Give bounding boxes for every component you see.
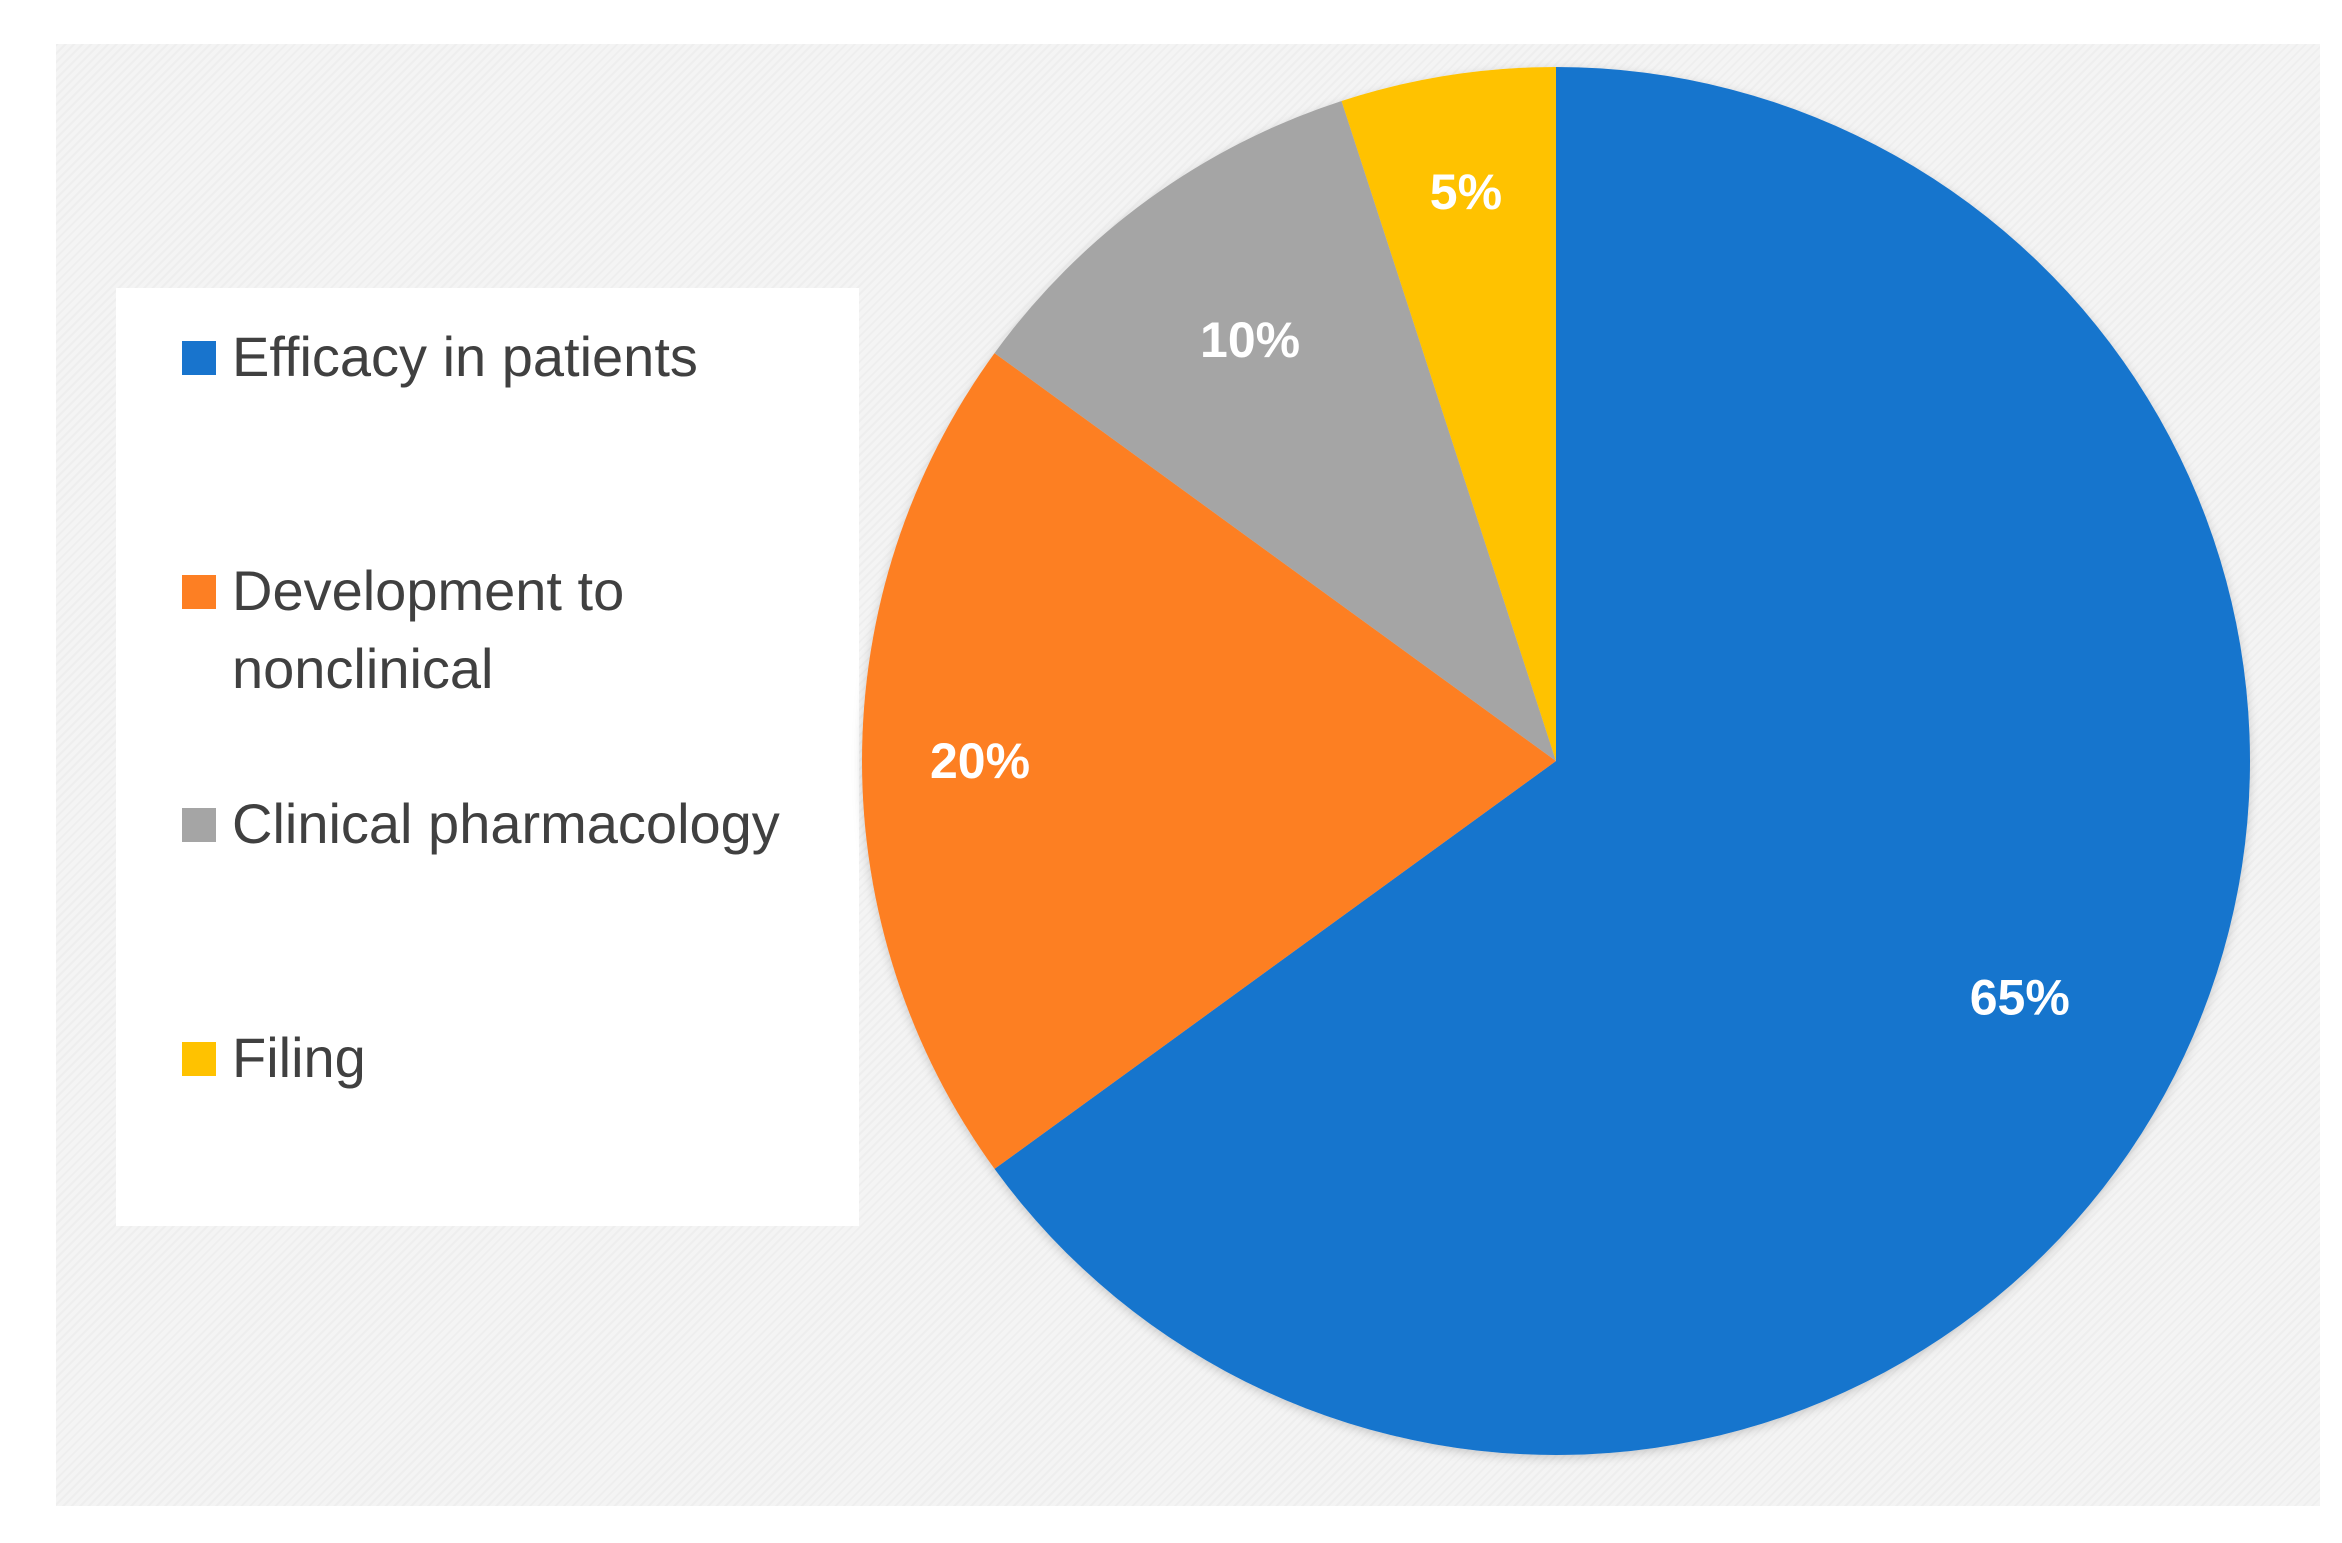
legend-item-efficacy-in-patients: Efficacy in patients (182, 318, 822, 396)
data-label-efficacy-in-patients: 65% (1970, 969, 2070, 1025)
data-label-development-to-nonclinical: 20% (930, 733, 1030, 789)
legend-swatch-filing (182, 1042, 216, 1076)
legend-label-filing: Filing (232, 1026, 366, 1089)
pie-slice-efficacy-in-patients (994, 67, 2250, 1455)
pie-slice-development-to-nonclinical (862, 353, 1556, 1169)
pie-slice-filing (1341, 67, 1556, 761)
legend-label-development-to-nonclinical: Development to nonclinical (232, 559, 625, 700)
data-label-filing: 5% (1430, 164, 1502, 220)
pie-slice-clinical-pharmacology (994, 100, 1556, 762)
data-label-clinical-pharmacology: 10% (1200, 312, 1300, 368)
legend-item-clinical-pharmacology: Clinical pharmacology (182, 785, 822, 863)
legend: Efficacy in patients Development to nonc… (116, 288, 859, 1226)
legend-swatch-development-to-nonclinical (182, 575, 216, 609)
legend-item-development-to-nonclinical: Development to nonclinical (182, 552, 702, 708)
legend-label-efficacy-in-patients: Efficacy in patients (232, 325, 698, 388)
legend-swatch-efficacy-in-patients (182, 341, 216, 375)
legend-item-filing: Filing (182, 1019, 822, 1097)
legend-swatch-clinical-pharmacology (182, 808, 216, 842)
legend-label-clinical-pharmacology: Clinical pharmacology (232, 792, 780, 855)
